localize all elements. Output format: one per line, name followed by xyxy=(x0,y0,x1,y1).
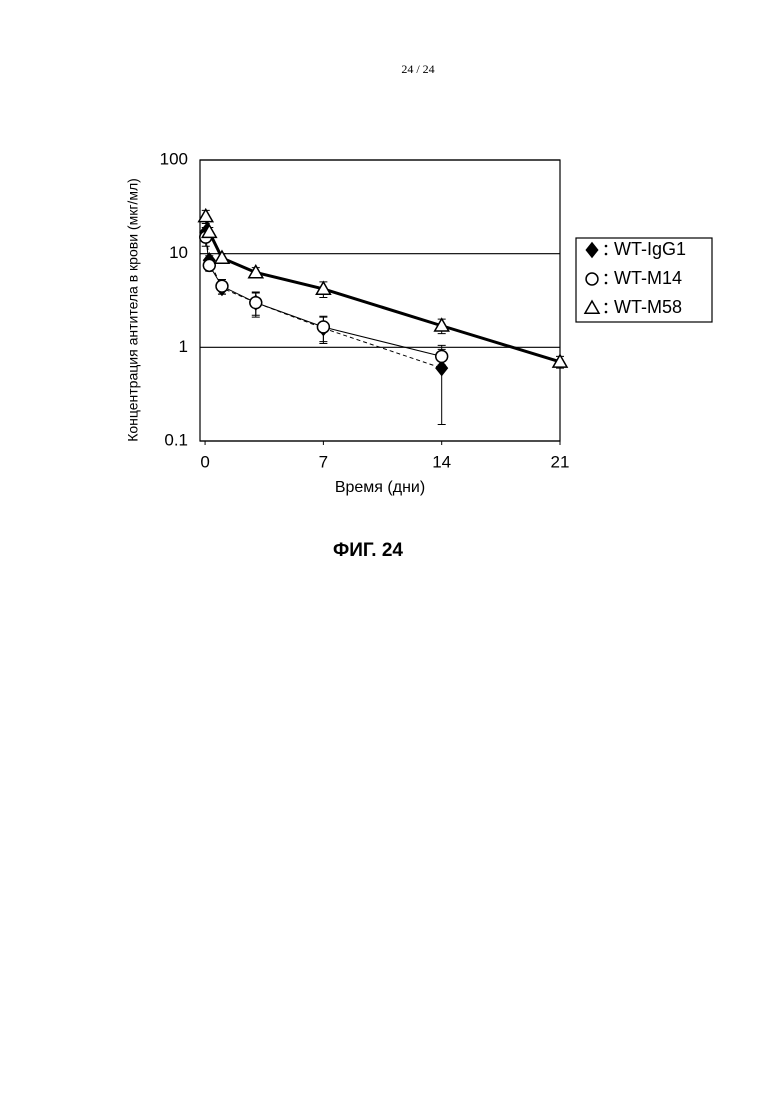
y-axis-label: Концентрация антитела в крови (мкг/мл) xyxy=(125,178,141,442)
marker-circle xyxy=(250,297,262,309)
x-tick-label: 0 xyxy=(200,452,209,471)
marker-diamond xyxy=(436,361,447,375)
legend-label: WT-M14 xyxy=(614,268,682,288)
legend-colon xyxy=(605,274,608,277)
marker-triangle xyxy=(215,251,229,263)
series-line xyxy=(206,216,560,361)
legend-colon xyxy=(605,253,608,256)
y-tick-label: 100 xyxy=(160,149,188,168)
y-tick-label: 1 xyxy=(179,337,188,356)
x-tick-label: 14 xyxy=(432,452,451,471)
caption: ФИГ. 24 xyxy=(333,540,403,561)
marker-circle xyxy=(436,350,448,362)
marker-triangle xyxy=(199,209,213,221)
marker-circle xyxy=(203,259,215,271)
page-number: 24 / 24 xyxy=(401,62,434,76)
y-tick-label: 10 xyxy=(169,243,188,262)
legend-colon xyxy=(605,245,608,248)
marker-circle xyxy=(317,321,329,333)
legend-label: WT-IgG1 xyxy=(614,239,686,259)
x-tick-label: 7 xyxy=(319,452,328,471)
legend-colon xyxy=(605,282,608,285)
legend-colon xyxy=(605,311,608,314)
marker-circle xyxy=(586,273,598,285)
legend-colon xyxy=(605,303,608,306)
page-svg: 24 / 24 ФИГ. 24 Время (дни) Концентрация… xyxy=(0,0,780,1103)
legend-label: WT-M58 xyxy=(614,297,682,317)
x-tick-label: 21 xyxy=(551,452,570,471)
page: 24 / 24 ФИГ. 24 Время (дни) Концентрация… xyxy=(0,0,780,1103)
x-axis-label: Время (дни) xyxy=(335,479,425,496)
marker-circle xyxy=(216,280,228,292)
y-tick-label: 0.1 xyxy=(164,430,188,449)
